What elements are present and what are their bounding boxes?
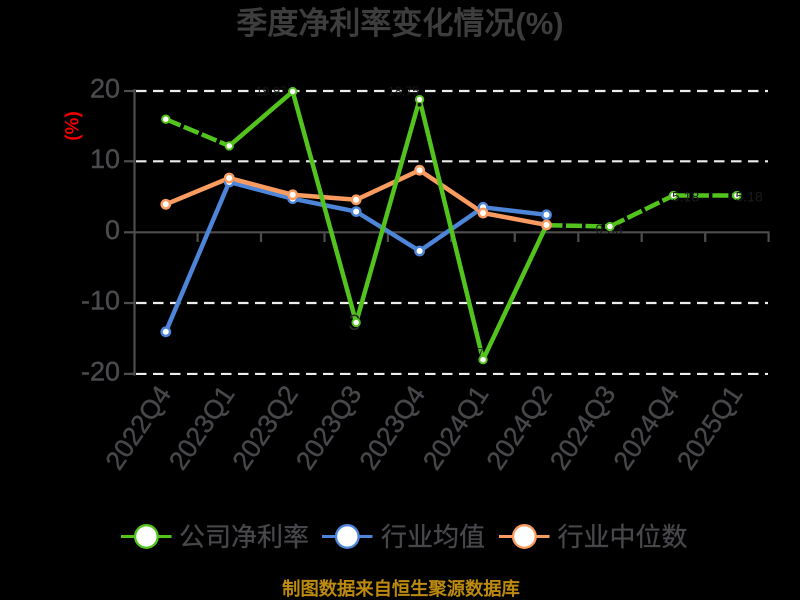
- svg-text:10: 10: [90, 144, 120, 174]
- svg-text:-10: -10: [81, 286, 120, 316]
- svg-text:18.75: 18.75: [388, 85, 419, 99]
- svg-text:公司净利率: 公司净利率: [179, 522, 309, 552]
- svg-text:19.97: 19.97: [256, 85, 287, 99]
- svg-text:(%): (%): [63, 111, 84, 141]
- svg-text:制图数据来自恒生聚源数据库: 制图数据来自恒生聚源数据库: [282, 578, 520, 599]
- svg-text:7: 7: [477, 346, 484, 360]
- svg-text:季度净利率变化情况(%): 季度净利率变化情况(%): [236, 6, 563, 41]
- svg-text:5.18: 5.18: [736, 189, 763, 205]
- svg-text:-20: -20: [81, 356, 120, 386]
- svg-text:0: 0: [105, 215, 120, 245]
- svg-text:20: 20: [90, 74, 120, 104]
- svg-text:5.18: 5.18: [672, 189, 699, 205]
- svg-text:行业均值: 行业均值: [381, 522, 485, 552]
- svg-text:行业中位数: 行业中位数: [558, 522, 688, 552]
